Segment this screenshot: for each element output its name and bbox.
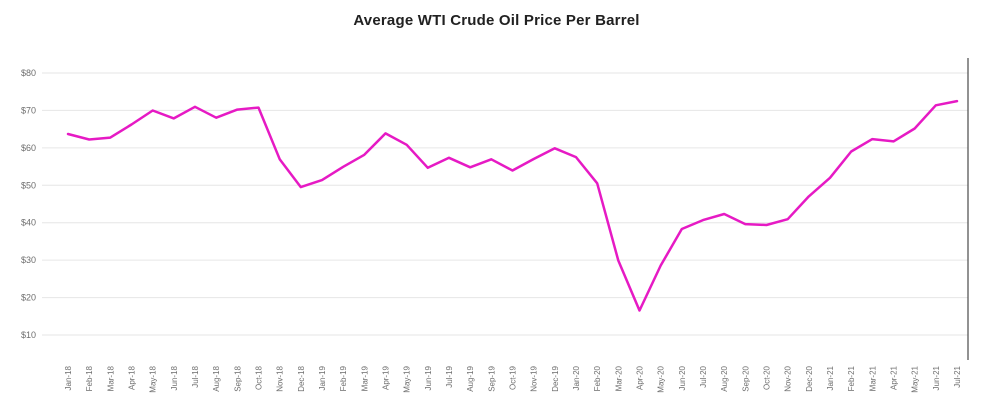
x-tick-label: Aug-20 [720, 365, 729, 391]
x-tick-label: Nov-19 [530, 365, 539, 391]
x-tick-label: Nov-18 [276, 365, 285, 391]
x-tick-label: May-19 [403, 365, 412, 392]
chart-title: Average WTI Crude Oil Price Per Barrel [353, 12, 640, 29]
x-tick-label: Dec-19 [551, 365, 560, 391]
x-tick-label: Jun-20 [678, 365, 687, 390]
x-tick-label: Feb-20 [593, 365, 602, 391]
x-tick-label: Feb-18 [85, 365, 94, 391]
x-tick-label: Mar-18 [106, 365, 115, 391]
x-tick-label: Sep-18 [233, 365, 242, 391]
x-tick-label: Oct-19 [509, 365, 518, 390]
x-tick-label: Jun-18 [170, 365, 179, 390]
x-tick-label: Jun-19 [424, 365, 433, 390]
x-tick-label: Jun-21 [932, 365, 941, 390]
x-tick-label: Sep-20 [741, 365, 750, 391]
x-tick-label: Dec-18 [297, 365, 306, 391]
x-tick-label: Jul-20 [699, 365, 708, 387]
y-tick-label: $30 [21, 255, 36, 265]
x-tick-label: Feb-19 [339, 365, 348, 391]
y-tick-label: $40 [21, 218, 36, 228]
price-line [66, 99, 959, 312]
x-tick-label: Apr-21 [890, 365, 899, 390]
x-tick-label: Apr-19 [382, 365, 391, 390]
x-tick-label: Sep-19 [487, 365, 496, 391]
y-tick-label: $60 [21, 143, 36, 153]
x-tick-label: Jan-18 [64, 365, 73, 390]
x-tick-label: Jul-19 [445, 365, 454, 387]
y-tick-label: $20 [21, 293, 36, 303]
x-tick-label: Oct-18 [255, 365, 264, 390]
x-tick-label: Oct-20 [763, 365, 772, 390]
y-tick-label: $50 [21, 180, 36, 190]
x-tick-label: Mar-21 [868, 365, 877, 391]
x-tick-label: Dec-20 [805, 365, 814, 391]
x-tick-label: Feb-21 [847, 365, 856, 391]
x-tick-label: Mar-20 [614, 365, 623, 391]
x-tick-label: Jan-21 [826, 365, 835, 390]
x-tick-label: May-21 [911, 365, 920, 392]
y-tick-label: $10 [21, 330, 36, 340]
x-tick-label: Aug-19 [466, 365, 475, 391]
y-tick-label: $70 [21, 105, 36, 115]
x-tick-label: May-18 [149, 365, 158, 392]
x-tick-label: Aug-18 [212, 365, 221, 391]
y-tick-label: $80 [21, 68, 36, 78]
x-tick-label: Mar-19 [360, 365, 369, 391]
x-tick-label: Nov-20 [784, 365, 793, 391]
x-tick-label: Apr-20 [636, 365, 645, 390]
x-tick-label: May-20 [657, 365, 666, 392]
x-tick-label: Apr-18 [128, 365, 137, 390]
x-tick-label: Jul-18 [191, 365, 200, 387]
x-tick-label: Jan-19 [318, 365, 327, 390]
x-tick-label: Jul-21 [953, 365, 962, 387]
x-tick-label: Jan-20 [572, 365, 581, 390]
